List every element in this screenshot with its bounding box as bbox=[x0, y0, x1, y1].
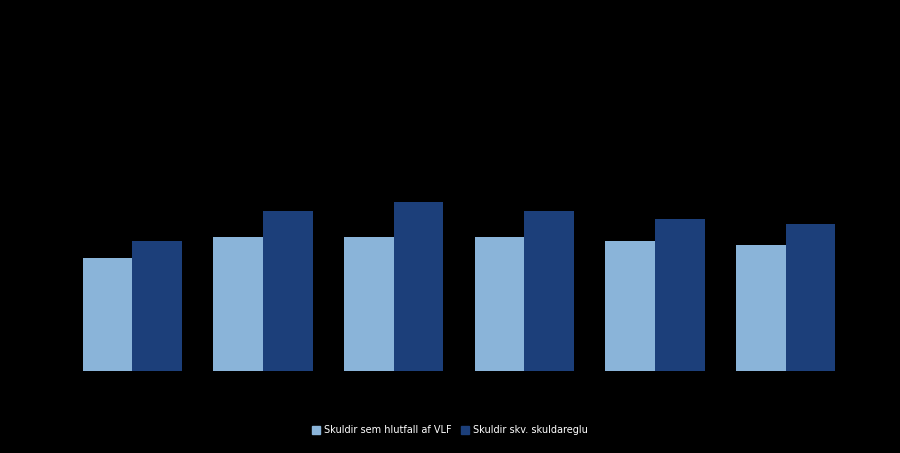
Bar bbox=[263, 211, 312, 371]
Bar bbox=[736, 246, 786, 371]
Bar bbox=[525, 211, 574, 371]
Bar bbox=[132, 241, 182, 371]
Bar bbox=[213, 236, 263, 371]
Bar bbox=[474, 236, 525, 371]
Bar bbox=[83, 258, 132, 371]
Bar bbox=[786, 224, 835, 371]
Legend: Skuldir sem hlutfall af VLF, Skuldir skv. skuldareglu: Skuldir sem hlutfall af VLF, Skuldir skv… bbox=[309, 421, 591, 439]
Bar bbox=[606, 241, 655, 371]
Bar bbox=[344, 236, 393, 371]
Bar bbox=[393, 202, 444, 371]
Bar bbox=[655, 219, 705, 371]
